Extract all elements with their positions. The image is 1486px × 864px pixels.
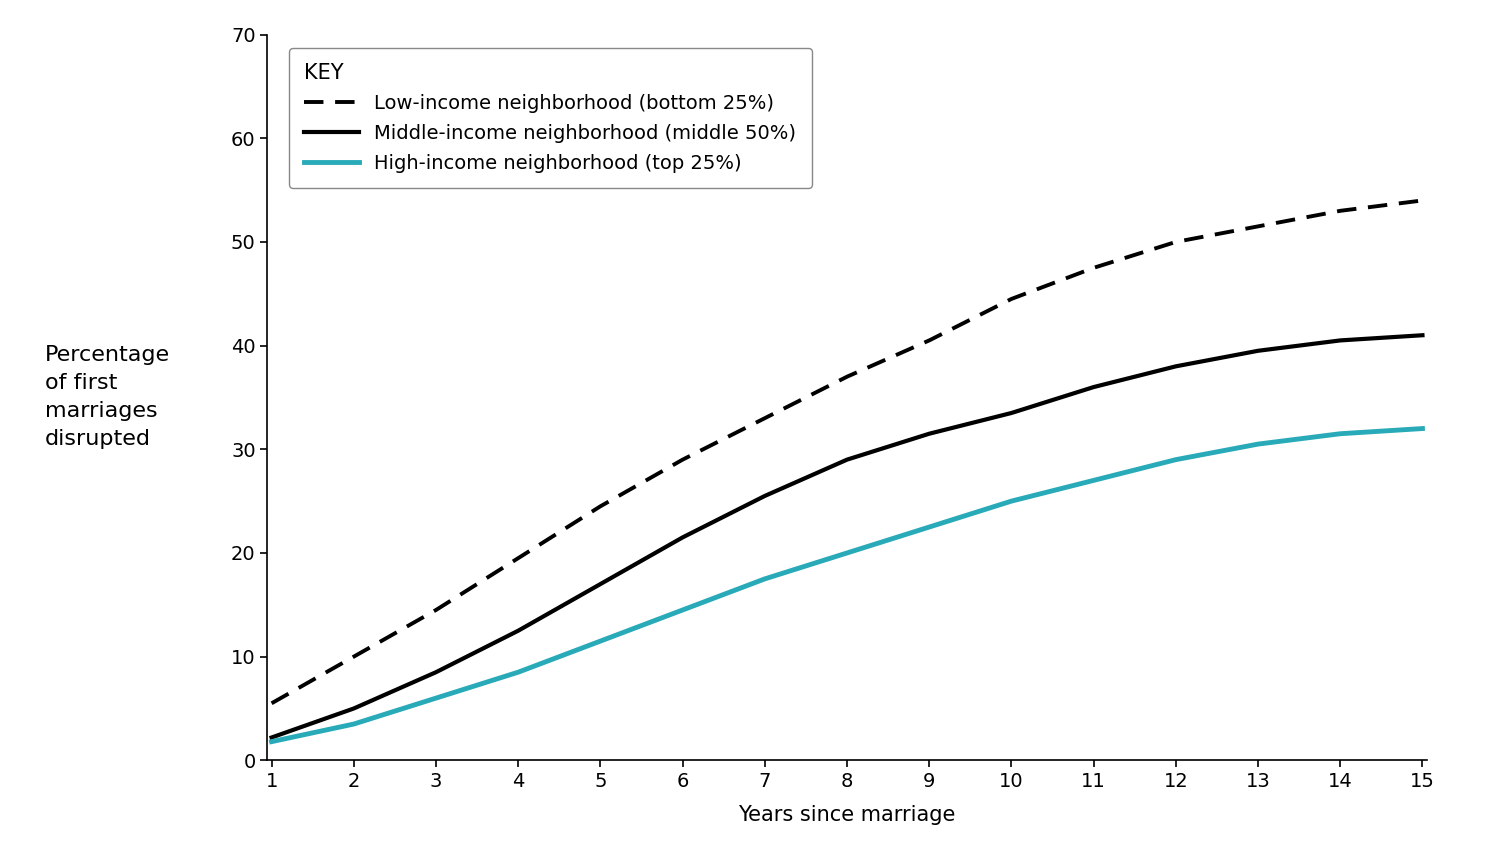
Middle-income neighborhood (middle 50%): [1167, 361, 1184, 372]
Low-income neighborhood (bottom 25%): [591, 501, 609, 511]
Middle-income neighborhood (middle 50%): [345, 703, 363, 714]
Low-income neighborhood (bottom 25%): [1085, 263, 1103, 273]
Middle-income neighborhood (middle 50%): [1003, 408, 1021, 418]
Low-income neighborhood (bottom 25%): [510, 553, 528, 563]
X-axis label: Years since marriage: Years since marriage: [739, 805, 955, 825]
Low-income neighborhood (bottom 25%): [1413, 195, 1431, 206]
Line: Low-income neighborhood (bottom 25%): Low-income neighborhood (bottom 25%): [272, 200, 1422, 703]
Middle-income neighborhood (middle 50%): [510, 626, 528, 636]
High-income neighborhood (top 25%): [673, 605, 691, 615]
High-income neighborhood (top 25%): [920, 522, 938, 532]
Middle-income neighborhood (middle 50%): [1413, 330, 1431, 340]
Low-income neighborhood (bottom 25%): [1331, 206, 1349, 216]
High-income neighborhood (top 25%): [345, 719, 363, 729]
Legend: Low-income neighborhood (bottom 25%), Middle-income neighborhood (middle 50%), H: Low-income neighborhood (bottom 25%), Mi…: [288, 48, 811, 188]
High-income neighborhood (top 25%): [1413, 423, 1431, 434]
High-income neighborhood (top 25%): [1331, 429, 1349, 439]
High-income neighborhood (top 25%): [756, 574, 774, 584]
Middle-income neighborhood (middle 50%): [1331, 335, 1349, 346]
Low-income neighborhood (bottom 25%): [1167, 237, 1184, 247]
High-income neighborhood (top 25%): [1250, 439, 1268, 449]
Middle-income neighborhood (middle 50%): [591, 579, 609, 589]
Low-income neighborhood (bottom 25%): [263, 698, 281, 708]
Low-income neighborhood (bottom 25%): [920, 335, 938, 346]
Line: Middle-income neighborhood (middle 50%): Middle-income neighborhood (middle 50%): [272, 335, 1422, 738]
Middle-income neighborhood (middle 50%): [756, 491, 774, 501]
High-income neighborhood (top 25%): [838, 548, 856, 558]
High-income neighborhood (top 25%): [591, 636, 609, 646]
Text: Percentage
of first
marriages
disrupted: Percentage of first marriages disrupted: [45, 346, 169, 449]
Low-income neighborhood (bottom 25%): [1250, 221, 1268, 232]
High-income neighborhood (top 25%): [1003, 496, 1021, 506]
High-income neighborhood (top 25%): [510, 667, 528, 677]
High-income neighborhood (top 25%): [263, 736, 281, 746]
Low-income neighborhood (bottom 25%): [756, 413, 774, 423]
High-income neighborhood (top 25%): [1085, 475, 1103, 486]
Low-income neighborhood (bottom 25%): [673, 454, 691, 465]
Low-income neighborhood (bottom 25%): [426, 605, 444, 615]
Middle-income neighborhood (middle 50%): [263, 733, 281, 743]
Middle-income neighborhood (middle 50%): [1250, 346, 1268, 356]
Middle-income neighborhood (middle 50%): [673, 532, 691, 543]
Middle-income neighborhood (middle 50%): [1085, 382, 1103, 392]
Middle-income neighborhood (middle 50%): [426, 667, 444, 677]
Low-income neighborhood (bottom 25%): [1003, 294, 1021, 304]
Middle-income neighborhood (middle 50%): [838, 454, 856, 465]
High-income neighborhood (top 25%): [426, 693, 444, 703]
High-income neighborhood (top 25%): [1167, 454, 1184, 465]
Low-income neighborhood (bottom 25%): [345, 651, 363, 662]
Middle-income neighborhood (middle 50%): [920, 429, 938, 439]
Low-income neighborhood (bottom 25%): [838, 372, 856, 382]
Line: High-income neighborhood (top 25%): High-income neighborhood (top 25%): [272, 429, 1422, 741]
